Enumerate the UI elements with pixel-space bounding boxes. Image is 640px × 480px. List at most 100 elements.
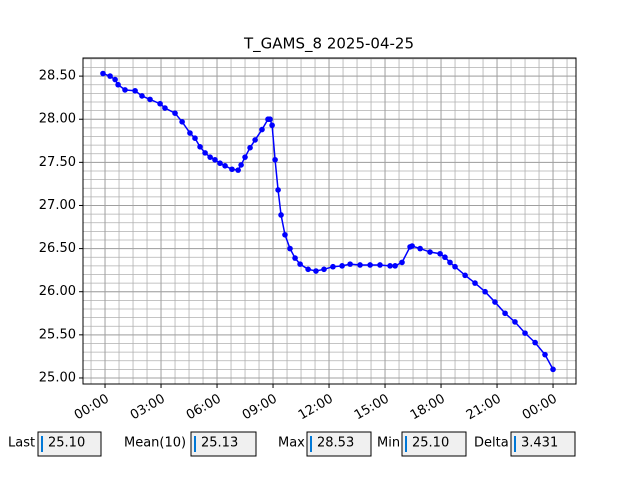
field-box bbox=[37, 431, 102, 457]
data-point bbox=[197, 144, 203, 150]
y-tick-label: 28.50 bbox=[39, 69, 76, 84]
data-point bbox=[482, 288, 488, 295]
data-point bbox=[472, 280, 478, 286]
data-point bbox=[235, 167, 241, 173]
data-point bbox=[115, 81, 121, 88]
x-tick-label: 21:00 bbox=[464, 392, 504, 424]
data-point bbox=[357, 262, 363, 268]
x-tick-label: 18:00 bbox=[408, 392, 448, 424]
field-box bbox=[190, 431, 257, 457]
field-value: 25.13 bbox=[201, 436, 238, 451]
data-point bbox=[278, 212, 284, 218]
data-point bbox=[269, 122, 275, 129]
data-point bbox=[437, 250, 443, 257]
plot-frame bbox=[82, 57, 577, 385]
x-tick-label: 09:00 bbox=[240, 392, 280, 424]
data-point bbox=[462, 272, 468, 279]
data-point bbox=[187, 130, 193, 136]
data-point bbox=[447, 259, 453, 266]
data-point bbox=[272, 156, 278, 163]
data-point bbox=[217, 160, 223, 167]
data-point bbox=[542, 351, 548, 358]
field-label: Mean(10) bbox=[124, 436, 186, 451]
field-value: 28.53 bbox=[317, 436, 354, 451]
data-point bbox=[409, 243, 415, 249]
data-point bbox=[550, 366, 556, 373]
field-box bbox=[510, 431, 576, 457]
data-point bbox=[330, 263, 336, 270]
y-tick-label: 26.50 bbox=[39, 241, 76, 256]
data-point bbox=[229, 166, 235, 173]
data-point bbox=[267, 116, 273, 123]
data-point bbox=[122, 87, 128, 93]
x-tick-label: 12:00 bbox=[296, 392, 336, 424]
data-point bbox=[100, 70, 106, 77]
data-point bbox=[282, 231, 288, 238]
y-tick-label: 25.00 bbox=[39, 370, 76, 385]
y-tick-label: 25.50 bbox=[39, 327, 76, 342]
data-point bbox=[222, 163, 228, 169]
data-point bbox=[157, 100, 163, 107]
y-tick-label: 27.50 bbox=[39, 155, 76, 170]
data-point bbox=[172, 110, 178, 116]
data-line bbox=[102, 72, 554, 370]
y-tick-label: 28.00 bbox=[39, 112, 76, 127]
data-point bbox=[287, 245, 293, 252]
data-point bbox=[212, 156, 218, 163]
y-tick-label: 27.00 bbox=[39, 198, 76, 213]
x-tick-label: 00:00 bbox=[520, 392, 560, 424]
field-label: Delta bbox=[474, 436, 509, 451]
data-point bbox=[392, 263, 398, 269]
y-tick-label: 26.00 bbox=[39, 284, 76, 299]
field-label: Max bbox=[278, 436, 305, 451]
data-point bbox=[532, 339, 538, 346]
data-point bbox=[492, 299, 498, 305]
data-point bbox=[339, 263, 345, 269]
data-point bbox=[179, 119, 185, 125]
data-point bbox=[132, 87, 138, 94]
field-box bbox=[306, 431, 372, 457]
data-point bbox=[247, 144, 253, 151]
field-value: 3.431 bbox=[521, 436, 558, 451]
data-point bbox=[202, 150, 208, 156]
data-point bbox=[512, 319, 518, 325]
x-tick-label: 00:00 bbox=[72, 392, 112, 424]
data-point bbox=[347, 261, 353, 267]
data-point bbox=[452, 263, 458, 270]
data-point bbox=[192, 135, 198, 142]
x-tick-label: 06:00 bbox=[184, 392, 224, 424]
field-value: 25.10 bbox=[412, 436, 449, 451]
data-point bbox=[522, 330, 528, 336]
data-point bbox=[377, 262, 383, 268]
data-point bbox=[399, 259, 405, 266]
data-point bbox=[367, 262, 373, 268]
data-point bbox=[313, 268, 319, 274]
x-tick-label: 03:00 bbox=[128, 392, 168, 424]
chart-title: T_GAMS_8 2025-04-25 bbox=[243, 35, 414, 54]
field-value: 25.10 bbox=[48, 436, 85, 451]
data-point bbox=[112, 76, 118, 83]
data-point bbox=[139, 93, 145, 99]
data-point bbox=[162, 105, 168, 111]
data-point bbox=[442, 254, 448, 261]
data-point bbox=[387, 263, 393, 269]
data-point bbox=[427, 249, 433, 255]
data-point bbox=[107, 73, 113, 79]
field-box bbox=[401, 431, 467, 457]
data-point bbox=[259, 126, 265, 133]
data-point bbox=[207, 154, 213, 160]
field-label: Min bbox=[377, 436, 400, 451]
data-point bbox=[305, 266, 311, 273]
data-point bbox=[242, 154, 248, 160]
data-point bbox=[292, 255, 298, 261]
data-point bbox=[321, 266, 327, 273]
data-point bbox=[417, 245, 423, 252]
data-point bbox=[275, 187, 281, 193]
field-label: Last bbox=[8, 436, 35, 451]
data-point bbox=[502, 310, 508, 317]
x-tick-label: 15:00 bbox=[352, 392, 392, 424]
data-point bbox=[147, 96, 153, 103]
data-point bbox=[238, 162, 244, 168]
data-point bbox=[297, 261, 303, 267]
